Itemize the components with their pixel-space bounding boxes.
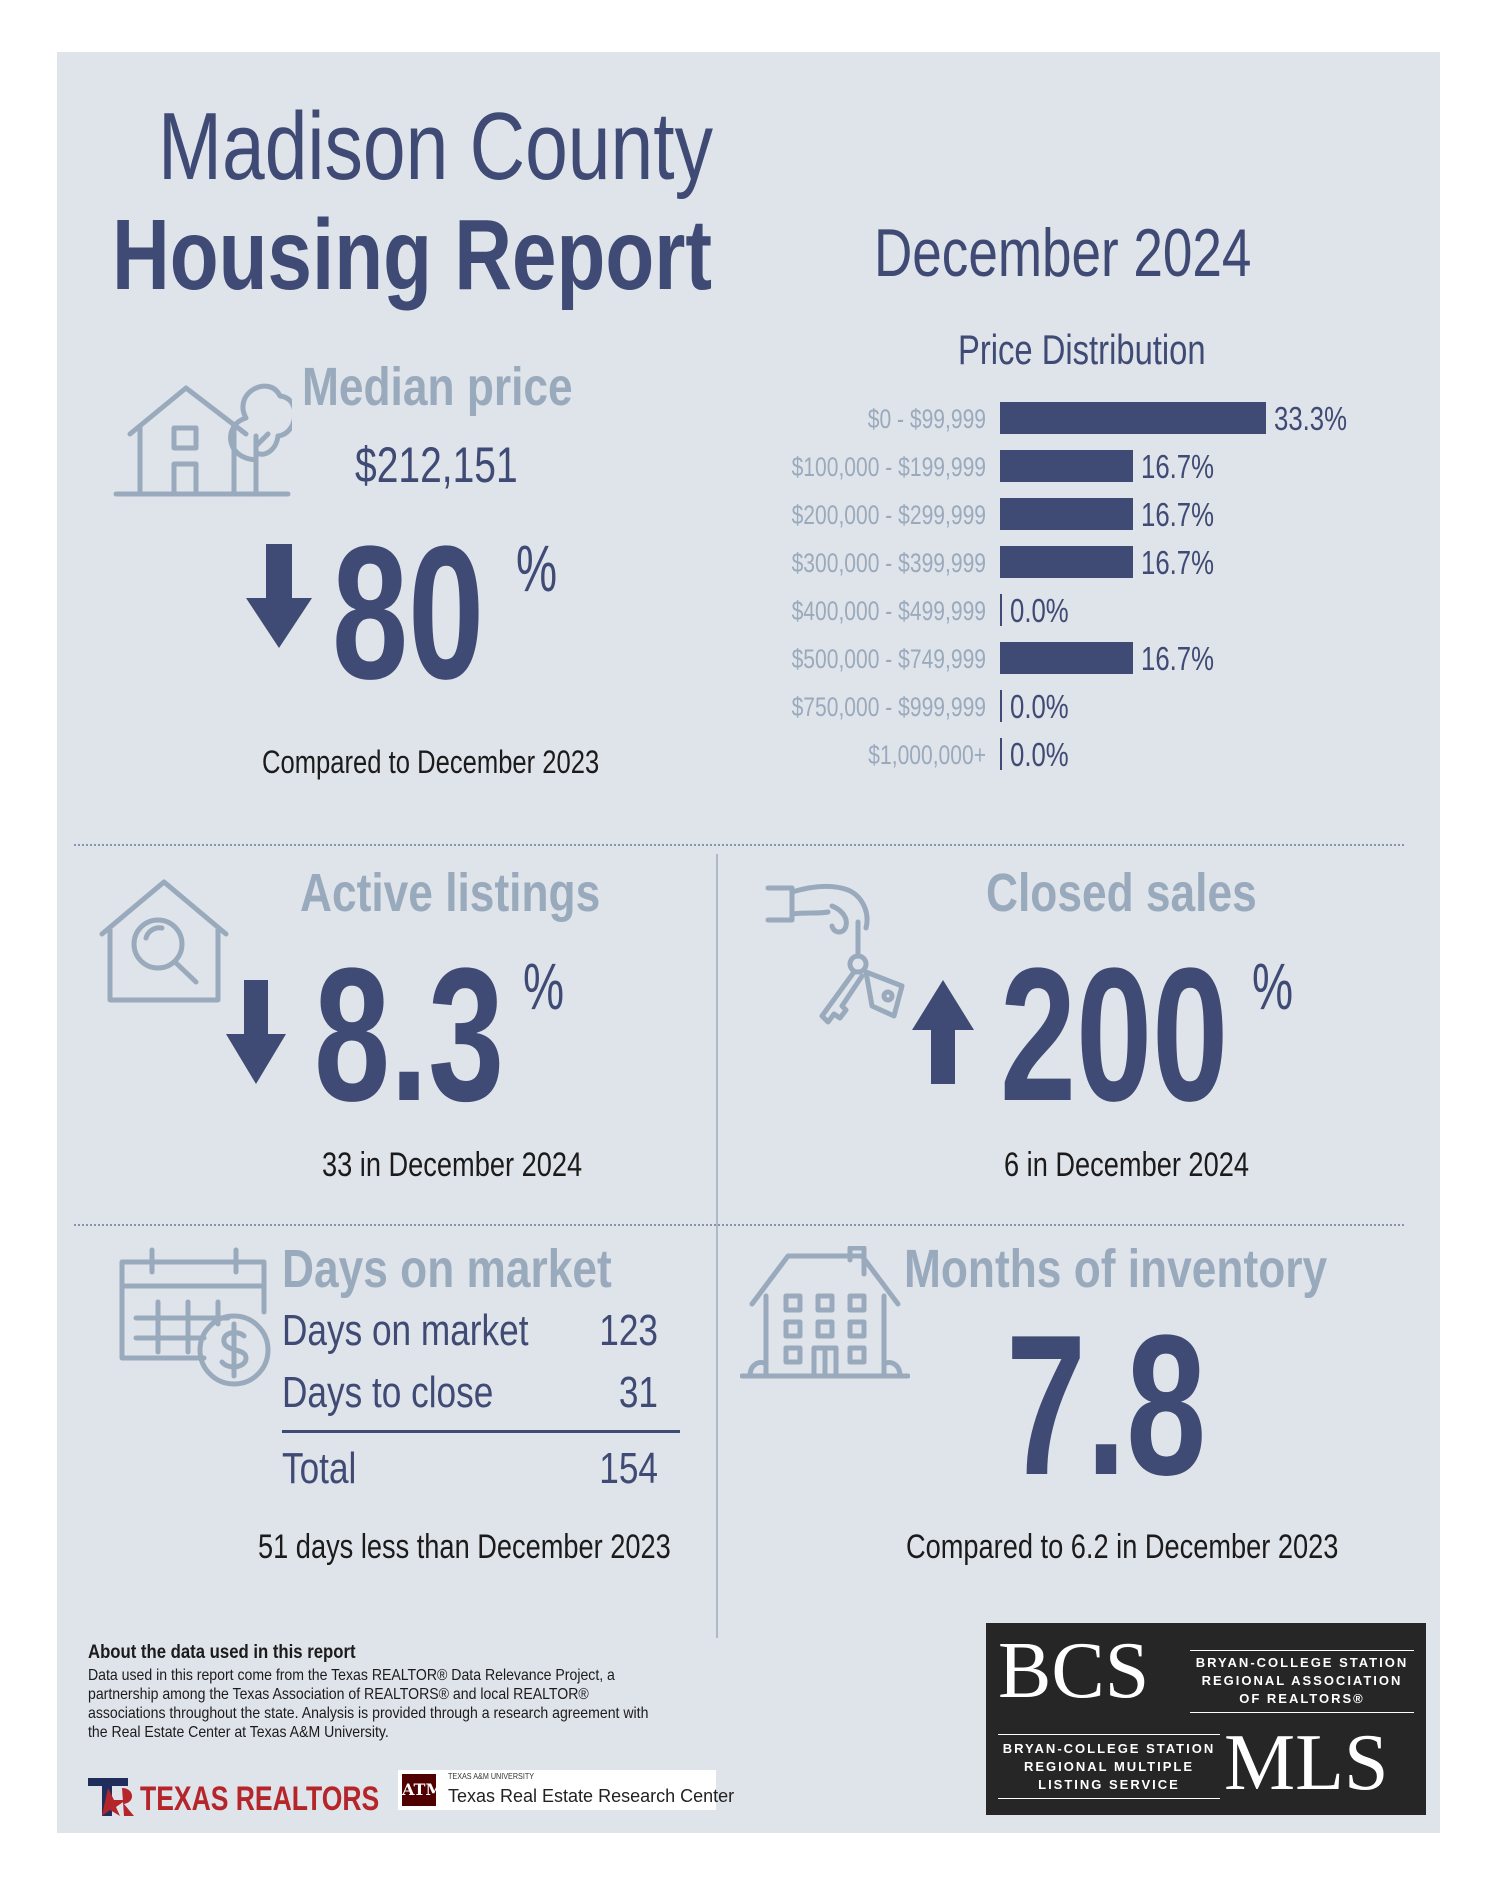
mls-line3: LISTING SERVICE bbox=[1038, 1777, 1180, 1792]
days-to-close-value: 31 bbox=[618, 1368, 658, 1417]
price-bucket-label: $1,000,000+ bbox=[868, 740, 986, 770]
price-bucket-label: $400,000 - $499,999 bbox=[791, 596, 986, 626]
total-rule bbox=[282, 1430, 680, 1433]
price-bucket-value: 0.0% bbox=[1010, 592, 1069, 629]
tamu-university: TEXAS A&M UNIVERSITY bbox=[448, 1772, 535, 1781]
price-bucket-label: $750,000 - $999,999 bbox=[791, 692, 986, 722]
price-bucket-label: $300,000 - $399,999 bbox=[791, 548, 986, 578]
divider-middle bbox=[74, 1224, 1404, 1226]
price-bucket-bar bbox=[1000, 690, 1002, 722]
texas-realtors-logo-icon bbox=[88, 1778, 134, 1816]
price-bucket-bar bbox=[1000, 498, 1133, 530]
about-title: About the data used in this report bbox=[88, 1642, 356, 1663]
price-bucket-bar bbox=[1000, 738, 1002, 770]
mls-logo-text: MLS bbox=[1224, 1719, 1389, 1807]
house-magnifier-icon bbox=[99, 879, 229, 1003]
title-county: Madison County bbox=[158, 93, 713, 200]
price-bucket-value: 33.3% bbox=[1274, 400, 1347, 437]
price-bucket-bar bbox=[1000, 594, 1002, 626]
active-listings-note: 33 in December 2024 bbox=[322, 1146, 583, 1184]
median-price-note: Compared to December 2023 bbox=[262, 744, 600, 780]
mls-line1: BRYAN-COLLEGE STATION bbox=[1002, 1741, 1216, 1756]
price-bucket-value: 16.7% bbox=[1141, 544, 1214, 581]
active-listings-change: 8.3 bbox=[314, 929, 505, 1141]
closed-sales-label: Closed sales bbox=[986, 863, 1257, 923]
price-bucket-value: 16.7% bbox=[1141, 448, 1214, 485]
logo-rule bbox=[1190, 1712, 1414, 1713]
bcs-logo-text: BCS bbox=[998, 1627, 1150, 1715]
divider-vertical bbox=[716, 854, 718, 1638]
price-bucket-label: $500,000 - $749,999 bbox=[791, 644, 986, 674]
median-percent-sign: % bbox=[516, 531, 558, 605]
dom-row-label: Days on market bbox=[282, 1306, 529, 1355]
closed-percent-sign: % bbox=[1252, 949, 1294, 1023]
price-bucket-bar bbox=[1000, 642, 1133, 674]
price-bucket-value: 16.7% bbox=[1141, 496, 1214, 533]
price-bucket-value: 0.0% bbox=[1010, 688, 1069, 725]
active-listings-label: Active listings bbox=[300, 863, 601, 923]
price-bucket-bar bbox=[1000, 402, 1266, 434]
median-price-value: $212,151 bbox=[355, 437, 518, 493]
hand-keys-icon bbox=[765, 883, 905, 1025]
arrow-down-icon bbox=[226, 980, 286, 1084]
about-body: Data used in this report come from the T… bbox=[88, 1667, 649, 1741]
tamu-center-name: Texas Real Estate Research Center bbox=[448, 1786, 735, 1806]
house-tree-icon bbox=[113, 383, 292, 497]
median-price-label: Median price bbox=[302, 357, 573, 417]
bcs-mls-logo bbox=[986, 1623, 1426, 1815]
bcs-assoc-line3: OF REALTORS® bbox=[1239, 1691, 1365, 1706]
dom-row-value: 123 bbox=[599, 1306, 658, 1355]
mls-line2: REGIONAL MULTIPLE bbox=[1023, 1759, 1195, 1774]
tamu-logo-box bbox=[398, 1770, 716, 1810]
tamu-mark-icon: ATM bbox=[402, 1774, 443, 1806]
price-distribution-title: Price Distribution bbox=[958, 326, 1206, 373]
days-on-market-note: 51 days less than December 2023 bbox=[258, 1528, 671, 1566]
logo-rule bbox=[998, 1734, 1220, 1735]
price-bucket-label: $0 - $99,999 bbox=[867, 404, 986, 434]
months-of-inventory-value: 7.8 bbox=[1006, 1294, 1207, 1517]
price-bucket-value: 0.0% bbox=[1010, 736, 1069, 773]
total-label: Total bbox=[282, 1444, 357, 1493]
closed-sales-note: 6 in December 2024 bbox=[1004, 1146, 1249, 1184]
days-on-market-label: Days on market bbox=[282, 1239, 612, 1299]
report-panel bbox=[57, 52, 1440, 1833]
median-price-change: 80 bbox=[332, 507, 485, 719]
title-report: Housing Report bbox=[112, 199, 712, 311]
days-to-close-label: Days to close bbox=[282, 1368, 494, 1417]
price-bucket-value: 16.7% bbox=[1141, 640, 1214, 677]
arrow-down-icon bbox=[246, 544, 312, 648]
report-period: December 2024 bbox=[874, 215, 1252, 291]
months-of-inventory-label: Months of inventory bbox=[904, 1239, 1328, 1299]
logo-rule bbox=[1190, 1650, 1414, 1651]
bcs-assoc-line1: BRYAN-COLLEGE STATION bbox=[1195, 1655, 1409, 1670]
texas-realtors-logo-text: TEXAS REALTORS bbox=[140, 1780, 380, 1818]
price-bucket-bar bbox=[1000, 450, 1133, 482]
total-value: 154 bbox=[599, 1444, 658, 1493]
divider-top bbox=[74, 844, 1404, 846]
apartment-building-icon bbox=[740, 1246, 910, 1379]
closed-sales-change: 200 bbox=[1000, 929, 1229, 1141]
months-of-inventory-note: Compared to 6.2 in December 2023 bbox=[906, 1528, 1339, 1566]
price-bucket-bar bbox=[1000, 546, 1133, 578]
calendar-dollar-icon bbox=[119, 1247, 271, 1387]
active-percent-sign: % bbox=[523, 949, 565, 1023]
arrow-up-icon bbox=[912, 980, 974, 1084]
price-bucket-label: $100,000 - $199,999 bbox=[791, 452, 986, 482]
price-bucket-label: $200,000 - $299,999 bbox=[791, 500, 986, 530]
logo-rule bbox=[998, 1798, 1220, 1799]
bcs-assoc-line2: REGIONAL ASSOCIATION bbox=[1201, 1673, 1403, 1688]
